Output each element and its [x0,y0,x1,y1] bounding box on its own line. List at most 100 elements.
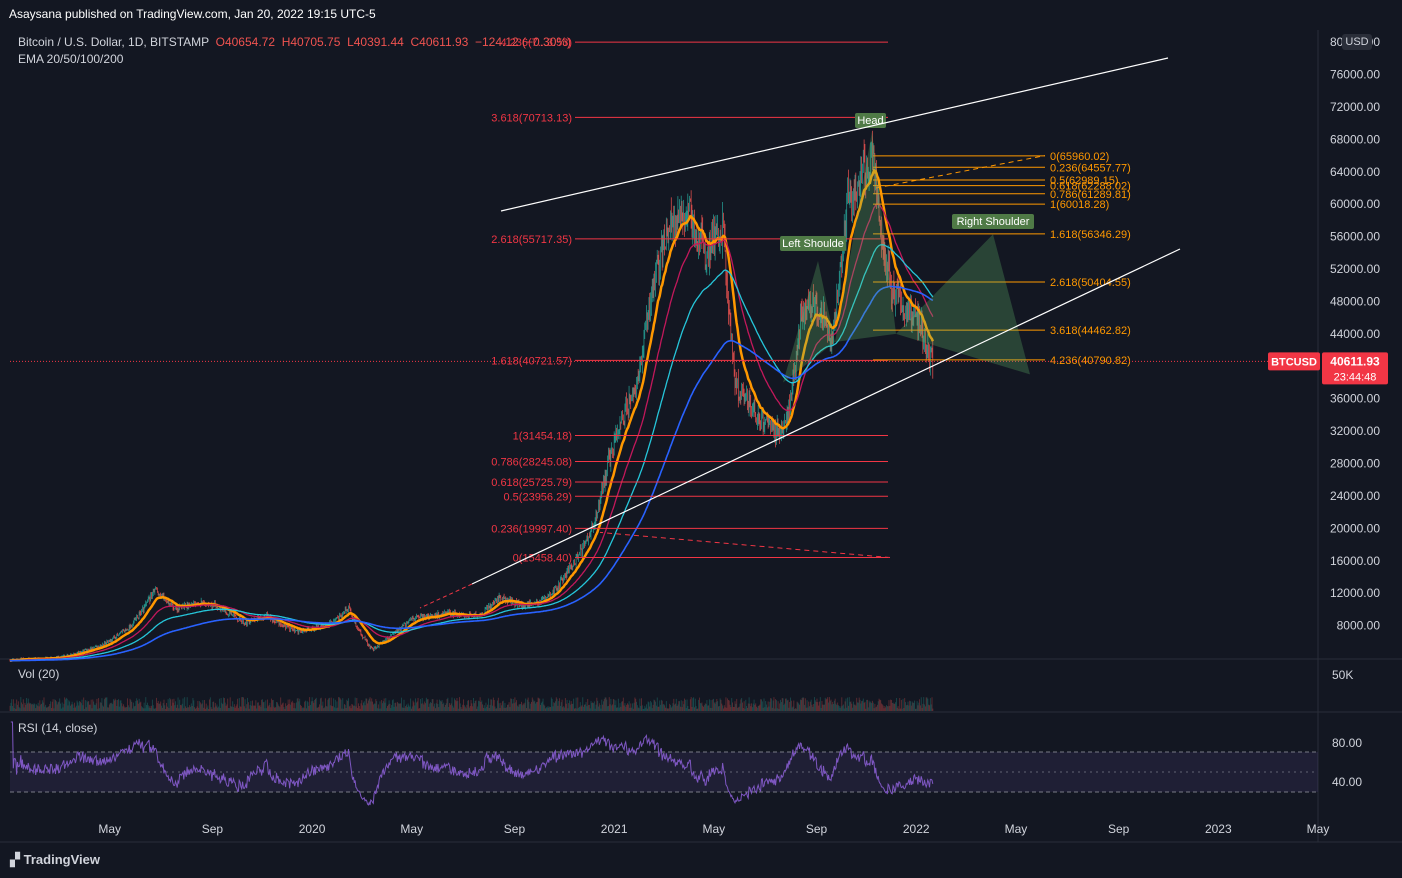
volume-bar [701,702,703,711]
volume-bar [163,699,165,711]
volume-bar [569,704,571,711]
fib-level-label: 0.5(23956.29) [504,491,573,503]
fib-level-label: 0.618(25725.79) [491,477,572,489]
volume-bar [500,702,502,711]
y-tick-label: 76000.00 [1330,68,1380,82]
rsi-label[interactable]: RSI (14, close) [18,721,98,735]
volume-bar [276,702,278,711]
volume-bar [494,706,496,711]
volume-bar [272,699,274,711]
volume-bar [829,700,831,711]
volume-bar [188,707,190,711]
fib-level-label: 1(31454.18) [513,431,572,443]
volume-bar [335,708,337,711]
volume-bar [815,701,817,711]
volume-bar [276,701,277,711]
volume-bar [80,703,82,711]
volume-bar [717,701,719,711]
volume-bar [311,697,313,711]
volume-bar [464,706,466,711]
volume-bar [329,705,331,711]
volume-bar [126,707,128,711]
volume-bar [923,697,925,711]
volume-bar [247,702,249,711]
volume-bar [364,705,366,711]
volume-bar [268,704,270,711]
volume-bar [540,702,542,711]
volume-bar [101,698,103,711]
volume-bar [447,697,449,711]
y-tick-label: 36000.00 [1330,392,1380,406]
fib-level-label: 0.236(64557.77) [1050,162,1131,174]
volume-bar [851,703,853,711]
volume-bar [170,699,172,711]
volume-bar [866,699,868,711]
volume-bar [930,704,932,711]
volume-bar [348,706,350,711]
volume-bar [710,700,712,711]
volume-bar [520,704,522,711]
volume-bar [687,705,689,711]
volume-bar [886,706,888,711]
volume-bar [153,708,155,711]
volume-bar [615,700,617,711]
volume-bar [506,707,508,711]
volume-bar [314,698,316,711]
ema-indicator-label[interactable]: EMA 20/50/100/200 [18,52,124,66]
volume-bar [54,699,56,711]
volume-bar [613,699,615,711]
volume-bar [258,705,260,711]
volume-bar [412,700,414,711]
volume-bar [545,708,546,711]
volume-bar [381,700,383,711]
volume-bar [823,704,825,711]
volume-bar [629,707,631,711]
volume-bar [843,708,845,711]
volume-bar [675,698,677,711]
volume-label[interactable]: Vol (20) [18,667,60,681]
tradingview-logo[interactable]: ▞ TradingView [10,852,100,868]
volume-bar [758,705,760,711]
symbol-name[interactable]: Bitcoin / U.S. Dollar, 1D, BITSTAMP [18,35,209,49]
volume-bar [61,702,63,711]
volume-bar [329,697,330,711]
volume-bar [280,697,282,711]
volume-bar [233,707,234,711]
volume-bar [299,698,301,711]
volume-bar [183,708,185,711]
volume-bar [889,705,891,711]
volume-bar [458,697,460,711]
close-value: C40611.93 [410,35,469,49]
volume-bar [808,701,810,711]
x-tick-label: Sep [1108,822,1130,836]
volume-bar [497,697,499,711]
volume-bar [306,700,308,711]
volume-bar [895,702,897,711]
volume-bar [563,706,565,711]
volume-bar [593,701,595,711]
fib-level-label: 0.5(62989.15) [1050,175,1119,187]
volume-bar [137,703,139,711]
volume-bar [655,701,657,711]
volume-bar [416,701,418,711]
volume-bar [847,697,849,711]
volume-bar [492,697,494,711]
volume-bar [513,703,515,711]
volume-bar [881,703,882,711]
volume-bar [651,708,653,711]
volume-bar [653,699,655,711]
volume-bar [816,698,818,711]
volume-bar [489,704,491,711]
volume-bar [399,703,401,711]
volume-bar [788,707,790,711]
currency-button[interactable]: USD [1342,34,1372,50]
volume-bar [650,702,652,711]
volume-bar [209,697,211,711]
fib-trend-dashed [875,155,1046,189]
volume-bar [536,701,538,711]
volume-bar [708,705,710,711]
volume-bar [49,704,51,711]
volume-bar [899,698,901,711]
volume-bar [113,700,115,711]
